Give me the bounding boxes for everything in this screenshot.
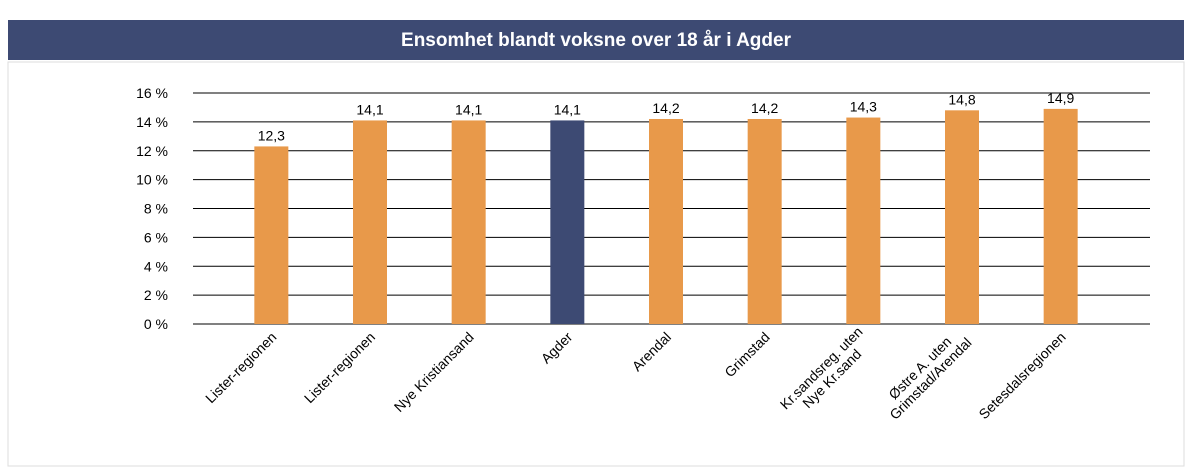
data-label: 14,9 [1047,90,1074,106]
bar [747,118,782,324]
y-tick-label: 10 % [136,172,168,188]
y-tick-label: 6 % [144,229,168,245]
y-tick-label: 0 % [144,316,168,332]
y-tick-label: 14 % [136,114,168,130]
y-tick-label: 2 % [144,287,168,303]
y-tick-label: 4 % [144,258,168,274]
y-tick-label: 16 % [136,85,168,101]
bar [846,117,881,324]
data-label: 14,2 [751,100,778,116]
bar [451,120,486,325]
bar [1043,108,1078,324]
y-tick-label: 8 % [144,201,168,217]
data-label: 14,1 [356,101,383,117]
bar [945,110,979,324]
y-tick-label: 12 % [136,143,168,159]
bar [649,118,683,324]
data-label: 14,1 [554,101,581,117]
chart-title: Ensomhet blandt voksne over 18 år i Agde… [401,30,792,51]
chart-frame [7,61,1185,467]
data-label: 12,3 [258,127,285,143]
bar [550,120,585,325]
data-label: 14,2 [652,100,679,116]
data-label: 14,1 [455,101,482,117]
bar [353,120,387,325]
data-label: 14,8 [948,91,975,107]
data-label: 14,3 [850,99,877,115]
title-banner [8,20,1184,60]
bar [254,146,289,324]
